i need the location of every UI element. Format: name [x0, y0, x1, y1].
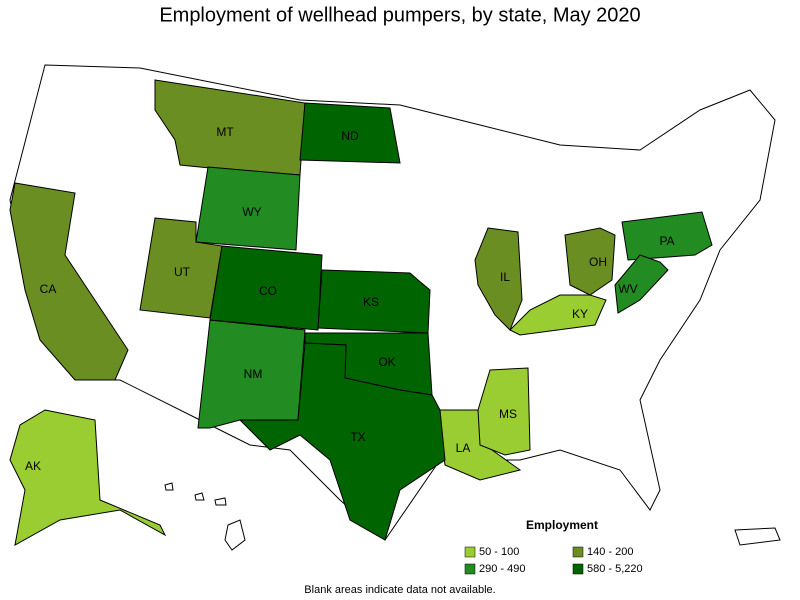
state-shape [9, 409, 167, 546]
state-label: WV [618, 282, 637, 296]
state-label: LA [456, 441, 471, 455]
legend-swatch [464, 546, 476, 558]
legend-swatch [572, 546, 584, 558]
state-label: IL [500, 270, 510, 284]
state-shape [238, 342, 446, 541]
state-label: AK [25, 459, 41, 473]
hawaii [164, 482, 246, 551]
state-label: KS [363, 295, 379, 309]
legend-swatch [464, 563, 476, 575]
state-shape [621, 211, 713, 261]
legend-label: 140 - 200 [587, 546, 633, 558]
state-label: CO [259, 284, 277, 298]
state-shape [209, 245, 323, 331]
state-label: TX [350, 430, 365, 444]
state-shape [195, 166, 301, 251]
legend-swatch [572, 563, 584, 575]
map-title: Employment of wellhead pumpers, by state… [159, 4, 640, 26]
states: KY LA MS AK MT UT CA IL OH WY NM PA WV ND CO KS OK TX [9, 79, 713, 546]
legend-label: 580 - 5,220 [587, 563, 643, 575]
state-label: OK [378, 355, 395, 369]
state-shape [317, 269, 431, 334]
state-label: NM [244, 367, 263, 381]
footnote: Blank areas indicate data not available. [304, 584, 495, 596]
state-shape [474, 227, 523, 331]
puerto-rico [734, 527, 781, 546]
legend-title: Employment [526, 518, 598, 532]
state-label: MT [216, 125, 234, 139]
state-label: CA [40, 282, 57, 296]
legend-label: 290 - 490 [479, 563, 525, 575]
state-label: OH [589, 255, 607, 269]
legend-label: 50 - 100 [479, 546, 519, 558]
state-shape [299, 102, 401, 164]
state-label: UT [174, 265, 191, 279]
state-shape [9, 182, 129, 381]
legend: 50 - 100 140 - 200 290 - 490 580 - 5,220 [464, 546, 643, 575]
state-label: PA [659, 234, 674, 248]
state-label: WY [242, 205, 261, 219]
state-shape [509, 294, 607, 336]
state-shape [564, 227, 616, 296]
state-shape [477, 367, 531, 456]
state-label: ND [341, 129, 359, 143]
state-shape [614, 254, 669, 314]
state-label: KY [572, 307, 588, 321]
state-label: MS [499, 407, 517, 421]
